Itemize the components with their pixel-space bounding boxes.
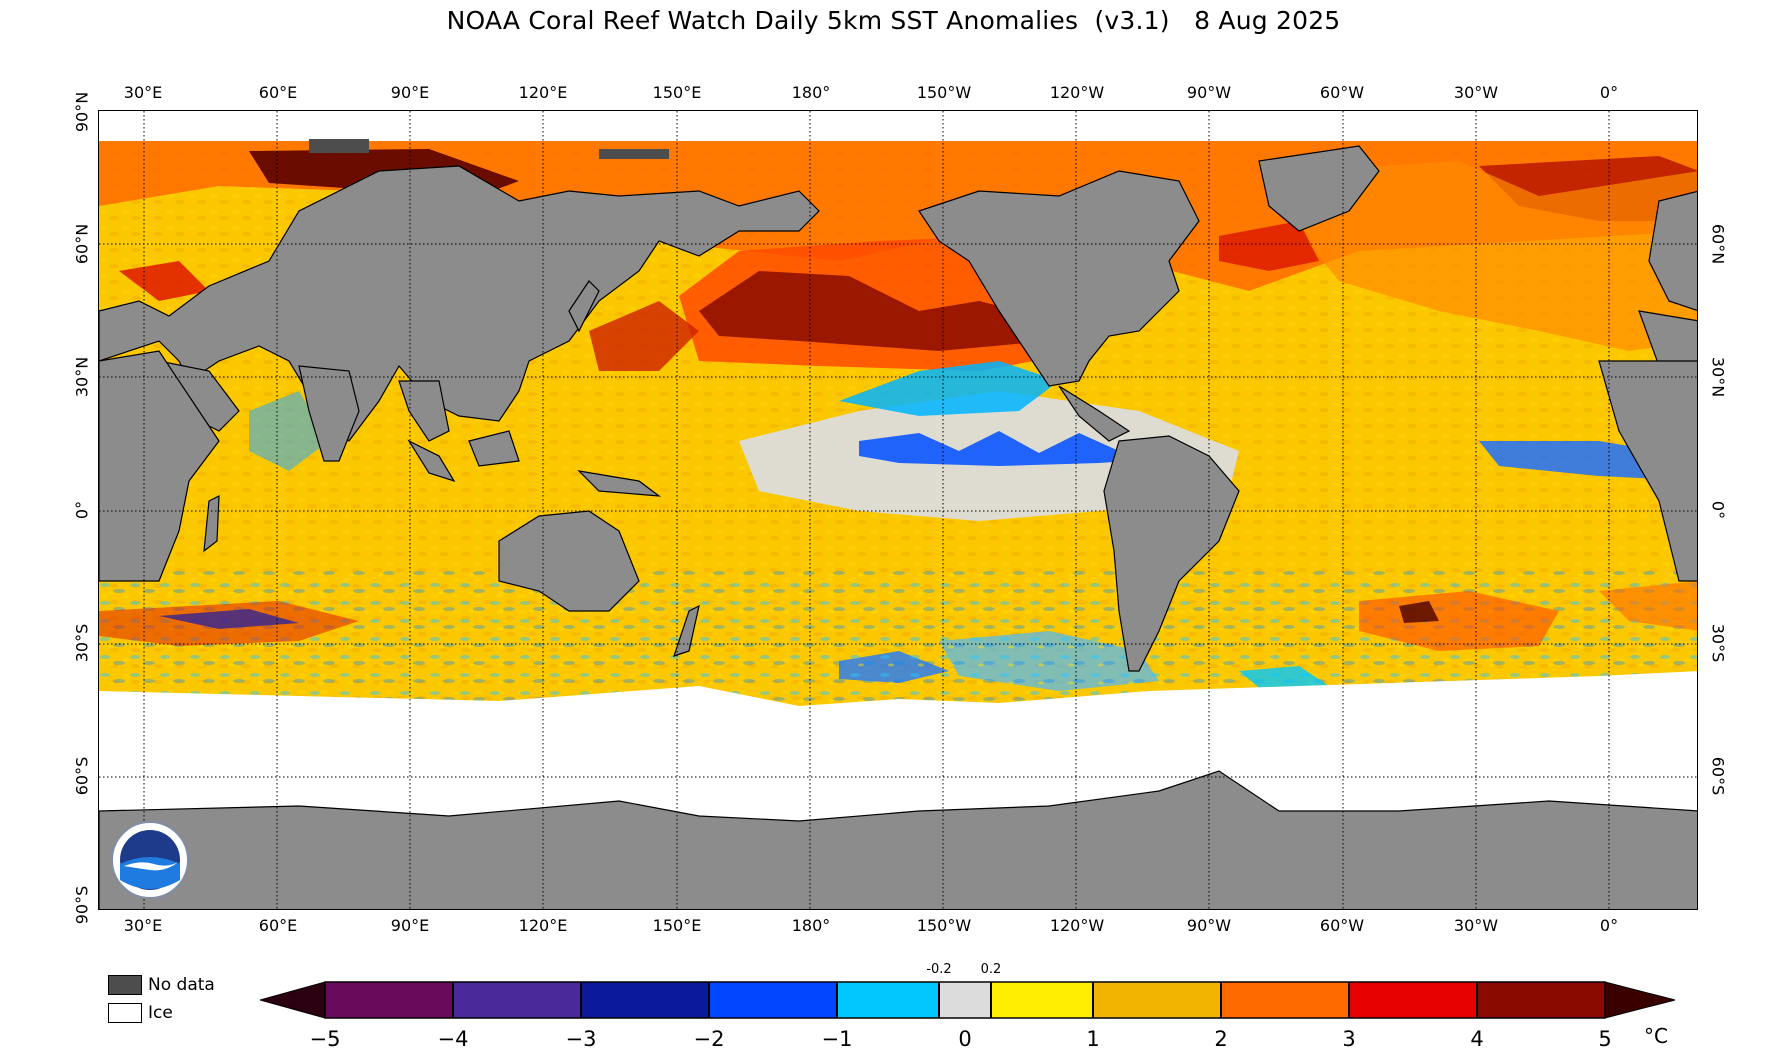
land-australia xyxy=(498,510,640,612)
lat-label-right: 30°N xyxy=(1708,356,1728,398)
colorbar-tick: 5 xyxy=(1598,1027,1612,1051)
map-canvas xyxy=(99,111,1697,909)
sst-anomaly-map[interactable] xyxy=(98,110,1698,910)
no-data-patch xyxy=(309,139,369,153)
colorbar-tick: −5 xyxy=(309,1027,341,1051)
colorbar-tick: 1 xyxy=(1086,1027,1100,1051)
colorbar-tick: −1 xyxy=(821,1027,853,1051)
lon-label-bottom: 60°E xyxy=(258,916,298,935)
land-north-america xyxy=(918,170,1200,387)
no-data-swatch xyxy=(108,975,142,995)
lat-label-left: 30°N xyxy=(72,356,92,398)
land-africa xyxy=(99,350,220,582)
lon-label-bottom: 120°E xyxy=(518,916,568,935)
ice-label: Ice xyxy=(148,1003,173,1023)
land-antarctica xyxy=(99,770,1697,909)
lon-label-bottom: 120°W xyxy=(1049,916,1105,935)
tropical-instability-waves xyxy=(859,431,1159,466)
lon-label-top: 0° xyxy=(1599,83,1619,102)
colorbar-inner-tick: 0.2 xyxy=(980,962,1002,977)
colorbar-tick: 0 xyxy=(958,1027,972,1051)
lon-label-top: 150°E xyxy=(652,83,702,102)
colorbar-max-arrow xyxy=(1604,981,1676,1019)
lat-label-left: 60°S xyxy=(72,756,92,796)
lat-label-right: 60°S xyxy=(1708,756,1728,796)
lon-label-bottom: 30°W xyxy=(1453,916,1499,935)
lon-label-top: 60°E xyxy=(258,83,298,102)
noaa-logo xyxy=(111,821,189,899)
lon-label-bottom: 90°W xyxy=(1186,916,1232,935)
colorbar-tick: −4 xyxy=(437,1027,469,1051)
lat-label-left: 90°N xyxy=(72,91,92,133)
lat-label-right: 60°N xyxy=(1708,223,1728,265)
colorbar-tick: 3 xyxy=(1342,1027,1356,1051)
colorbar xyxy=(260,981,1676,1019)
lat-label-left: 60°N xyxy=(72,223,92,265)
graticule xyxy=(99,111,1697,909)
lon-label-top: 120°W xyxy=(1049,83,1105,102)
land-masses xyxy=(99,145,1697,909)
lon-label-top: 120°E xyxy=(518,83,568,102)
lon-label-top: 30°W xyxy=(1453,83,1499,102)
lat-label-right: 30°S xyxy=(1708,623,1728,663)
land-india xyxy=(298,365,360,462)
lon-label-top: 30°E xyxy=(123,83,163,102)
lat-label-right: 0° xyxy=(1708,500,1728,520)
lon-label-bottom: 0° xyxy=(1599,916,1619,935)
map-title: NOAA Coral Reef Watch Daily 5km SST Anom… xyxy=(446,6,1341,35)
lon-label-bottom: 30°E xyxy=(123,916,163,935)
north-atlantic-warm xyxy=(1299,161,1697,351)
lon-label-top: 90°E xyxy=(390,83,430,102)
lat-label-left: 90°S xyxy=(72,885,92,925)
colorbar-min-arrow xyxy=(260,981,326,1019)
lon-label-bottom: 180° xyxy=(791,916,831,935)
colorbar-unit: °C xyxy=(1644,1024,1668,1048)
lat-label-left: 0° xyxy=(72,500,92,520)
lon-label-top: 60°W xyxy=(1319,83,1365,102)
lon-label-top: 180° xyxy=(791,83,831,102)
colorbar-tick: 4 xyxy=(1470,1027,1484,1051)
colorbar-tick: −2 xyxy=(693,1027,725,1051)
ice-swatch xyxy=(108,1003,142,1023)
lon-label-bottom: 150°E xyxy=(652,916,702,935)
lat-label-left: 30°S xyxy=(72,623,92,663)
colorbar-tick: 2 xyxy=(1214,1027,1228,1051)
land-greenland xyxy=(1258,145,1380,232)
lon-label-top: 90°W xyxy=(1186,83,1232,102)
lon-label-bottom: 90°E xyxy=(390,916,430,935)
colorbar-tick: −3 xyxy=(565,1027,597,1051)
lon-label-top: 150°W xyxy=(916,83,972,102)
lon-label-bottom: 60°W xyxy=(1319,916,1365,935)
land-eurasia xyxy=(99,165,820,442)
no-data-label: No data xyxy=(148,975,215,995)
colorbar-inner-tick: -0.2 xyxy=(926,962,952,977)
lon-label-bottom: 150°W xyxy=(916,916,972,935)
